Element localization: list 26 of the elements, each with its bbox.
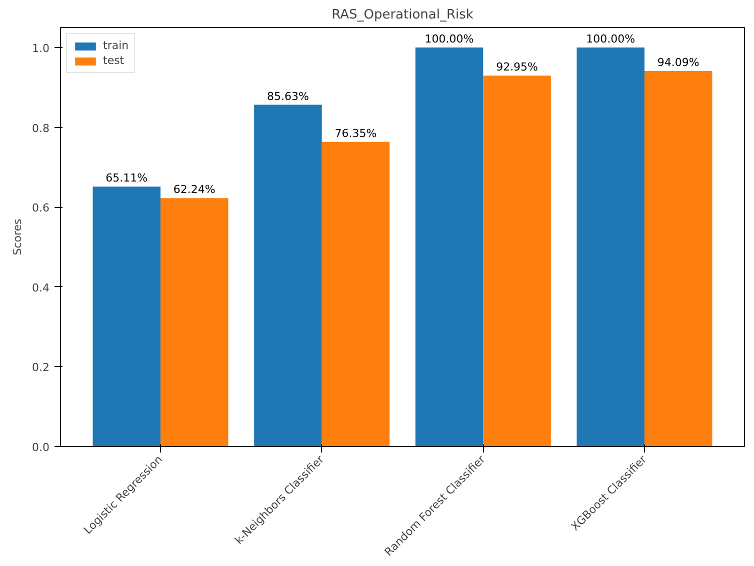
y-tick-label: 0.2 <box>32 361 50 374</box>
bar <box>92 186 161 446</box>
data-label: 92.95% <box>496 60 538 74</box>
bar <box>160 198 228 446</box>
y-tick-label: 0.6 <box>32 202 50 215</box>
data-label: 100.00% <box>586 32 636 46</box>
data-label: 94.09% <box>657 56 700 70</box>
data-label: 100.00% <box>424 32 474 46</box>
data-label: 62.24% <box>173 183 216 196</box>
data-label: 85.63% <box>266 90 309 103</box>
bar <box>322 142 390 446</box>
legend-label: train <box>103 39 129 52</box>
bar <box>254 104 322 446</box>
y-tick-label: 0.0 <box>32 441 50 454</box>
data-label: 65.11% <box>106 172 148 185</box>
y-axis-title: Scores <box>11 218 24 256</box>
y-tick-label: 1.0 <box>32 42 50 55</box>
data-label: 76.35% <box>334 126 377 140</box>
bar <box>483 76 551 446</box>
bar <box>415 47 484 446</box>
bar <box>576 47 644 446</box>
chart-title: RAS_Operational_Risk <box>332 8 474 22</box>
legend-label: test <box>103 54 124 67</box>
y-tick-label: 0.8 <box>32 122 50 135</box>
y-tick-label: 0.4 <box>32 281 50 294</box>
bar <box>644 71 712 446</box>
